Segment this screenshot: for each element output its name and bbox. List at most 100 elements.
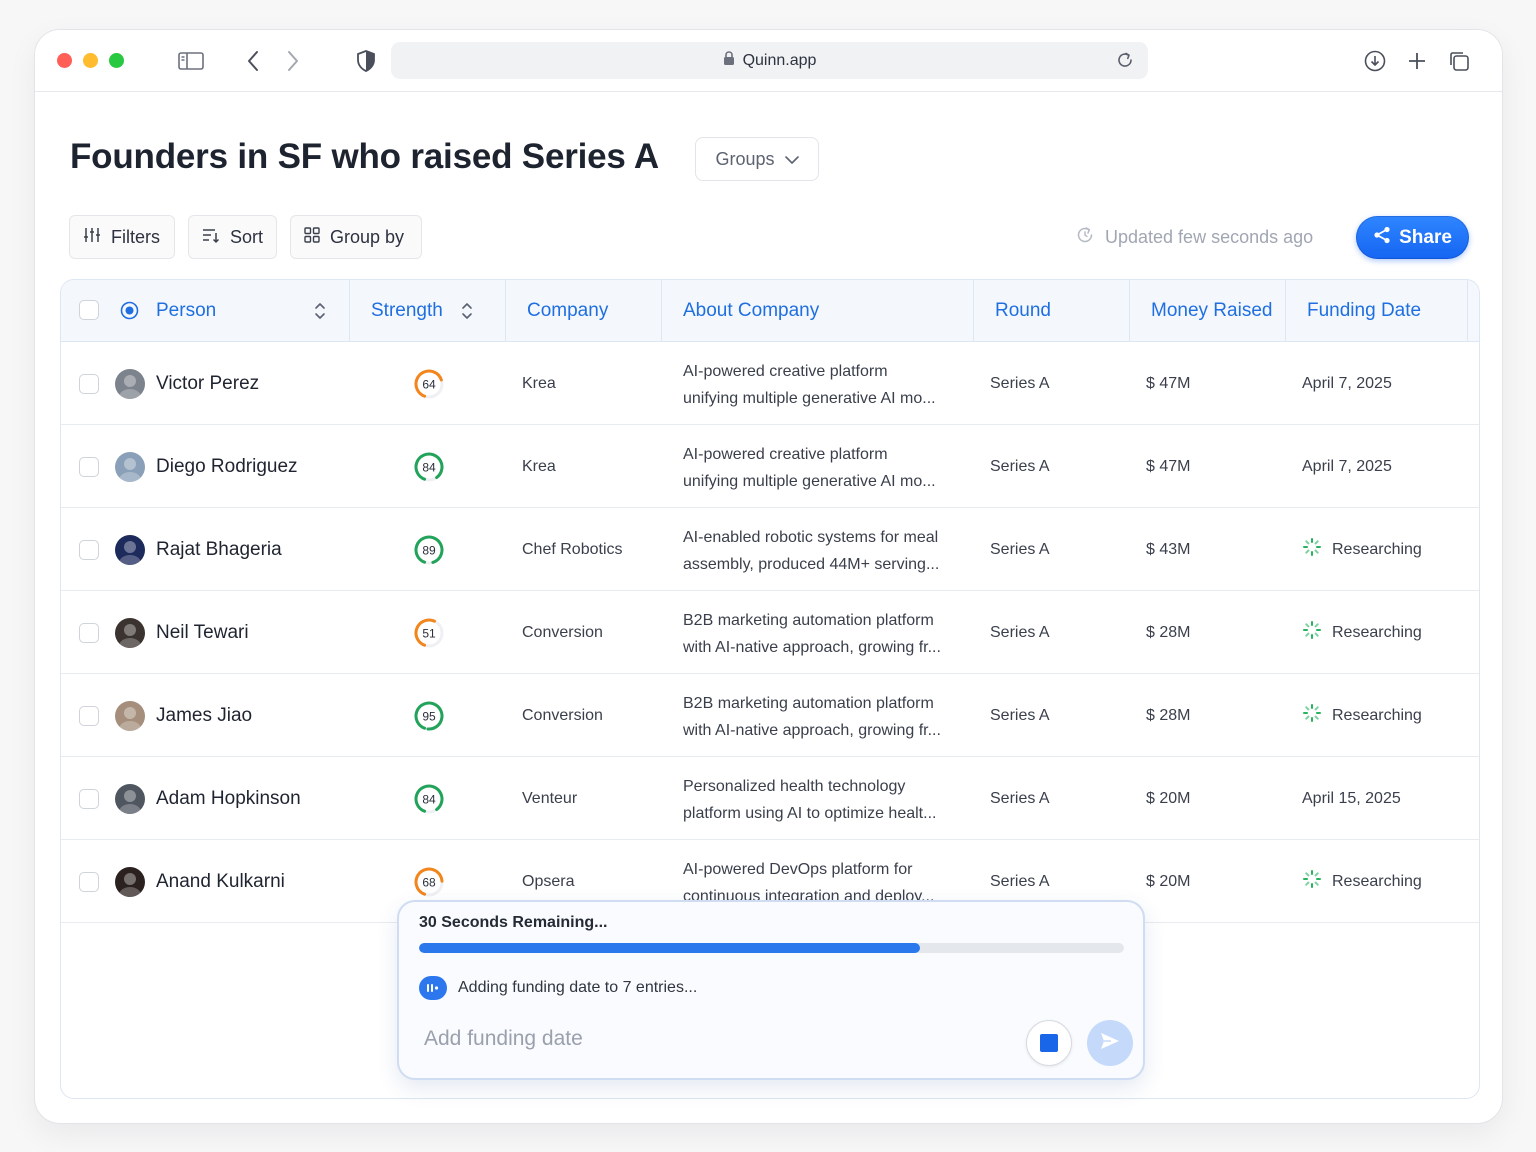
- about-line-2: with AI-native approach, growing fr...: [683, 722, 941, 739]
- person-circle-icon: [120, 301, 139, 326]
- column-header-strength[interactable]: Strength: [350, 280, 506, 342]
- shield-icon[interactable]: [353, 48, 379, 74]
- strength-score-gauge: 84: [413, 451, 445, 483]
- funding-date: Researching: [1332, 872, 1422, 890]
- column-header-person[interactable]: Person: [61, 280, 350, 342]
- reload-icon[interactable]: [1116, 51, 1134, 74]
- close-window-button[interactable]: [57, 53, 72, 68]
- select-all-checkbox[interactable]: [79, 300, 99, 320]
- row-checkbox[interactable]: [79, 540, 99, 560]
- tab-overview-icon[interactable]: [1446, 48, 1472, 74]
- back-arrow-icon[interactable]: [240, 48, 266, 74]
- groups-dropdown[interactable]: Groups: [695, 137, 819, 181]
- about-line-1: AI-powered DevOps platform for: [683, 861, 913, 878]
- sidebar-toggle-icon[interactable]: [178, 48, 204, 74]
- table-row[interactable]: Rajat Bhageria 89 Chef Robotics AI-enabl…: [61, 508, 1479, 591]
- table-row[interactable]: Diego Rodriguez 84 Krea AI-powered creat…: [61, 425, 1479, 508]
- person-name[interactable]: Adam Hopkinson: [156, 787, 301, 809]
- download-icon[interactable]: [1362, 48, 1388, 74]
- column-label-money: Money Raised: [1151, 300, 1273, 321]
- strength-value: 68: [422, 876, 436, 890]
- sliders-icon: [83, 226, 101, 249]
- strength-score-gauge: 68: [413, 866, 445, 898]
- send-button[interactable]: [1087, 1020, 1133, 1066]
- groups-label: Groups: [715, 148, 775, 169]
- column-header-money-raised[interactable]: Money Raised: [1130, 280, 1286, 342]
- money-raised: $ 47M: [1146, 457, 1191, 475]
- about-line-1: AI-powered creative platform: [683, 363, 888, 380]
- funding-round: Series A: [990, 623, 1050, 641]
- last-updated-status: Updated few seconds ago: [1075, 225, 1313, 250]
- funding-round: Series A: [990, 706, 1050, 724]
- task-status: Adding funding date to 7 entries...: [419, 976, 697, 1000]
- funding-date: April 7, 2025: [1302, 374, 1392, 392]
- person-name[interactable]: Rajat Bhageria: [156, 538, 282, 560]
- stop-button[interactable]: [1026, 1020, 1072, 1066]
- table-row[interactable]: Neil Tewari 51 Conversion B2B marketing …: [61, 591, 1479, 674]
- about-line-1: B2B marketing automation platform: [683, 612, 934, 629]
- activity-icon: [419, 976, 447, 1000]
- funding-round: Series A: [990, 872, 1050, 890]
- funding-round: Series A: [990, 540, 1050, 558]
- loading-spinner-icon: [1302, 703, 1322, 728]
- progress-bar-fill: [419, 943, 920, 953]
- sort-chevrons-icon[interactable]: [460, 300, 474, 328]
- funding-round: Series A: [990, 457, 1050, 475]
- row-checkbox[interactable]: [79, 789, 99, 809]
- strength-score-gauge: 64: [413, 368, 445, 400]
- column-header-funding-date[interactable]: Funding Date: [1286, 280, 1468, 342]
- row-checkbox[interactable]: [79, 457, 99, 477]
- strength-value: 51: [422, 627, 436, 641]
- row-checkbox[interactable]: [79, 623, 99, 643]
- address-bar[interactable]: Quinn.app: [391, 42, 1148, 79]
- sort-chevrons-icon[interactable]: [313, 300, 327, 328]
- time-remaining-text: 30 Seconds Remaining...: [419, 914, 608, 931]
- person-name[interactable]: Neil Tewari: [156, 621, 249, 643]
- column-header-round[interactable]: Round: [974, 280, 1130, 342]
- person-name[interactable]: Anand Kulkarni: [156, 870, 285, 892]
- table-row[interactable]: Adam Hopkinson 84 Venteur Personalized h…: [61, 757, 1479, 840]
- money-raised: $ 20M: [1146, 789, 1191, 807]
- table-row[interactable]: Anand Kulkarni 68 Opsera AI-powered DevO…: [61, 840, 1479, 923]
- funding-date: April 15, 2025: [1302, 789, 1401, 807]
- strength-value: 64: [422, 378, 436, 392]
- funding-date: Researching: [1332, 706, 1422, 724]
- about-line-2: platform using AI to optimize healt...: [683, 805, 937, 822]
- row-checkbox[interactable]: [79, 706, 99, 726]
- column-header-company[interactable]: Company: [506, 280, 662, 342]
- new-tab-plus-icon[interactable]: [1404, 48, 1430, 74]
- group-by-button[interactable]: Group by: [290, 215, 422, 259]
- group-by-label: Group by: [330, 226, 405, 247]
- filters-label: Filters: [111, 226, 160, 247]
- company-name: Chef Robotics: [522, 540, 623, 558]
- column-header-about[interactable]: About Company: [662, 280, 974, 342]
- person-name[interactable]: Diego Rodriguez: [156, 455, 298, 477]
- about-company-text: AI-powered creative platform unifying mu…: [683, 441, 963, 495]
- send-arrow-icon: [1099, 1030, 1121, 1057]
- forward-arrow-icon[interactable]: [280, 48, 306, 74]
- avatar: [115, 701, 145, 731]
- share-button[interactable]: Share: [1356, 216, 1469, 259]
- sort-icon: [202, 226, 220, 249]
- chevron-down-icon: [784, 149, 799, 170]
- table-row[interactable]: James Jiao 95 Conversion B2B marketing a…: [61, 674, 1479, 757]
- company-name: Venteur: [522, 789, 578, 807]
- row-checkbox[interactable]: [79, 872, 99, 892]
- funding-date: April 7, 2025: [1302, 457, 1392, 475]
- sort-button[interactable]: Sort: [188, 215, 277, 259]
- refresh-icon: [1075, 225, 1095, 250]
- avatar: [115, 784, 145, 814]
- funding-date-input[interactable]: [424, 1027, 984, 1051]
- company-name: Krea: [522, 374, 556, 392]
- row-checkbox[interactable]: [79, 374, 99, 394]
- page-title: Founders in SF who raised Series A: [70, 137, 659, 176]
- person-name[interactable]: Victor Perez: [156, 372, 260, 394]
- strength-score-gauge: 84: [413, 783, 445, 815]
- maximize-window-button[interactable]: [109, 53, 124, 68]
- grid-icon: [304, 226, 320, 248]
- person-name[interactable]: James Jiao: [156, 704, 253, 726]
- minimize-window-button[interactable]: [83, 53, 98, 68]
- table-row[interactable]: Victor Perez 64 Krea AI-powered creative…: [61, 342, 1479, 425]
- avatar: [115, 452, 145, 482]
- filters-button[interactable]: Filters: [69, 215, 175, 259]
